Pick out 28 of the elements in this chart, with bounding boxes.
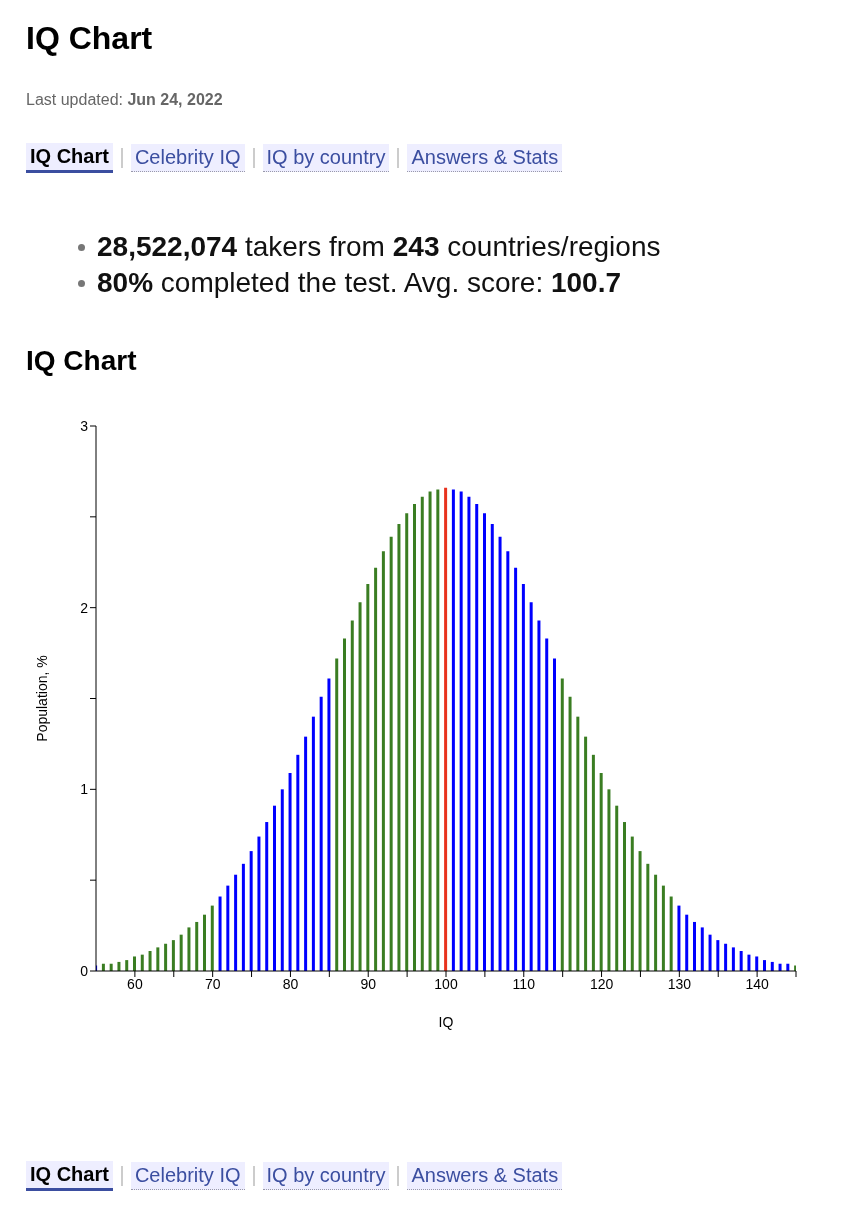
y-tick-label: 2	[80, 599, 89, 616]
text: IQ by country	[262, 144, 390, 172]
chart-title: IQ Chart	[26, 345, 138, 377]
x-tick-label: 130	[667, 975, 692, 992]
text: 28,522,074 takers from 243 countries/regions	[97, 231, 661, 262]
text: IQ Chart	[26, 1161, 113, 1191]
text: IQ Chart	[26, 143, 113, 173]
y-tick-label: 3	[80, 417, 89, 434]
x-axis-title: IQ	[438, 1014, 454, 1030]
x-tick-label: 70	[204, 975, 221, 992]
text: Last updated: Jun 24, 2022	[26, 91, 224, 109]
x-tick-label: 100	[434, 975, 458, 992]
x-tick-label: 120	[589, 975, 614, 992]
text: Answers & Stats	[407, 144, 563, 172]
x-tick-label: 60	[127, 975, 143, 992]
text: IQ by country	[262, 1162, 390, 1190]
text: Celebrity IQ	[130, 1162, 245, 1190]
text: 80% completed the test. Avg. score: 100.7	[97, 267, 622, 298]
text: Answers & Stats	[407, 1162, 563, 1190]
x-tick-label: 90	[360, 975, 377, 992]
x-tick-label: 140	[745, 975, 769, 992]
y-tick-label: 0	[80, 962, 89, 979]
text: IQ Chart	[26, 20, 154, 57]
x-tick-label: 110	[512, 975, 536, 992]
text: Celebrity IQ	[130, 144, 245, 172]
x-tick-label: 80	[282, 975, 299, 992]
y-axis-title: Population, %	[33, 655, 50, 742]
y-tick-label: 1	[80, 781, 89, 798]
